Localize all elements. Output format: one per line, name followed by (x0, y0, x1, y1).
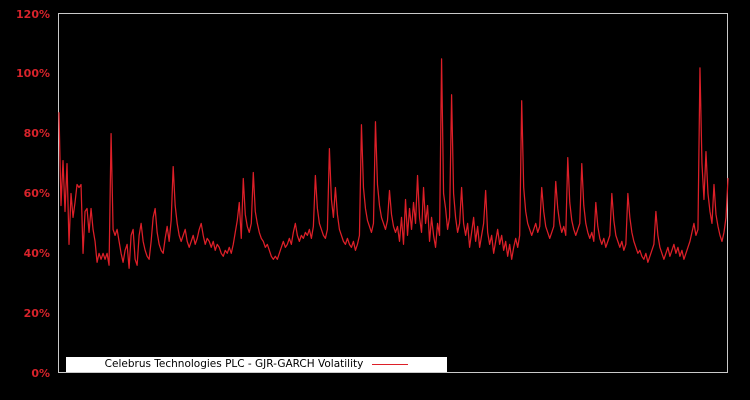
legend-line-sample-icon (372, 364, 409, 365)
y-tick-label: 20% (23, 306, 50, 320)
y-tick-label: 0% (31, 366, 50, 380)
y-tick-label: 40% (23, 246, 50, 260)
y-tick-label: 60% (23, 187, 50, 200)
legend: Celebrus Technologies PLC - GJR-GARCH Vo… (66, 357, 447, 372)
y-tick-label: 120% (16, 7, 50, 21)
plot-area (58, 13, 728, 373)
y-tick-label: 100% (16, 67, 50, 81)
legend-label: Celebrus Technologies PLC - GJR-GARCH Vo… (104, 358, 364, 370)
y-tick-label: 80% (23, 127, 50, 141)
